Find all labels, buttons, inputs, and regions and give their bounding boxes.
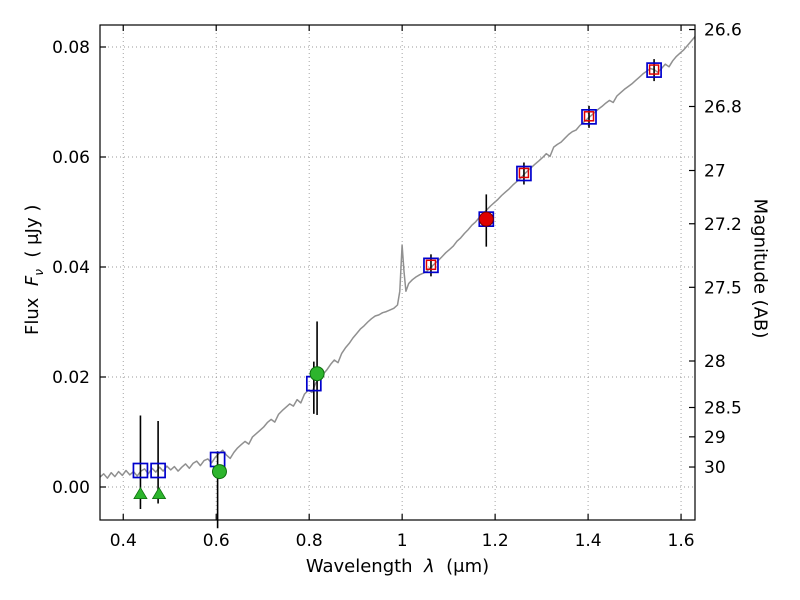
model-spectrum-line: [99, 36, 696, 479]
x-tick-label: 0.6: [203, 531, 230, 551]
lambda-symbol: λ: [424, 556, 435, 577]
blue-square-marker: [516, 165, 532, 182]
y-axis-label: Flux Fν ( μJy ): [22, 20, 46, 520]
green-circle-marker: [309, 366, 325, 382]
x-tick-label: 1.4: [575, 531, 602, 551]
x-axis-unit: (μm): [446, 556, 490, 577]
y-tick-label: 0.08: [52, 38, 90, 58]
y2-tick-label: 27.2: [704, 215, 742, 235]
red-square-marker: [425, 259, 437, 271]
green-circle-marker: [211, 464, 227, 480]
y2-tick-label: 30: [704, 458, 726, 478]
y2-tick-label: 26.6: [704, 21, 742, 41]
x-tick-label: 1.6: [668, 531, 695, 551]
green-triangle-marker: [133, 486, 148, 500]
y2-tick-label: 27.5: [704, 278, 742, 298]
y-tick-label: 0.06: [52, 148, 90, 168]
y2-tick-label: 28.5: [704, 399, 742, 419]
blue-square-marker: [581, 108, 597, 125]
x-tick-label: 1: [397, 531, 408, 551]
red-circle-marker: [478, 211, 494, 227]
red-square-marker: [518, 167, 530, 179]
y2-tick-label: 28: [704, 352, 726, 372]
blue-square-marker: [423, 257, 439, 274]
y-tick-label: 0.02: [52, 368, 90, 388]
x-axis-label-text: Wavelength: [305, 556, 413, 577]
x-tick-label: 0.4: [110, 531, 137, 551]
flux-subscript: ν: [31, 269, 46, 276]
blue-square-marker: [150, 462, 166, 479]
x-axis-label: Wavelength λ (μm): [100, 556, 695, 577]
y2-tick-label: 29: [704, 428, 726, 448]
y2-tick-label: 27: [704, 162, 726, 182]
red-square-marker: [583, 111, 595, 122]
x-tick-label: 1.2: [482, 531, 509, 551]
y-axis-label-text: Flux: [22, 297, 44, 335]
y-axis-unit: ( μJy ): [22, 204, 44, 258]
blue-square-marker: [646, 62, 662, 78]
x-tick-label: 0.8: [296, 531, 323, 551]
flux-symbol: F: [22, 275, 44, 287]
green-triangle-marker: [151, 486, 167, 500]
right-axis-label: Magnitude (AB): [749, 198, 771, 339]
red-square-marker: [648, 64, 660, 75]
y-tick-label: 0.00: [52, 478, 90, 498]
y-tick-label: 0.04: [52, 258, 90, 278]
blue-square-marker: [132, 462, 149, 479]
plot-frame: [99, 24, 696, 521]
y2-tick-label: 26.8: [704, 97, 742, 117]
